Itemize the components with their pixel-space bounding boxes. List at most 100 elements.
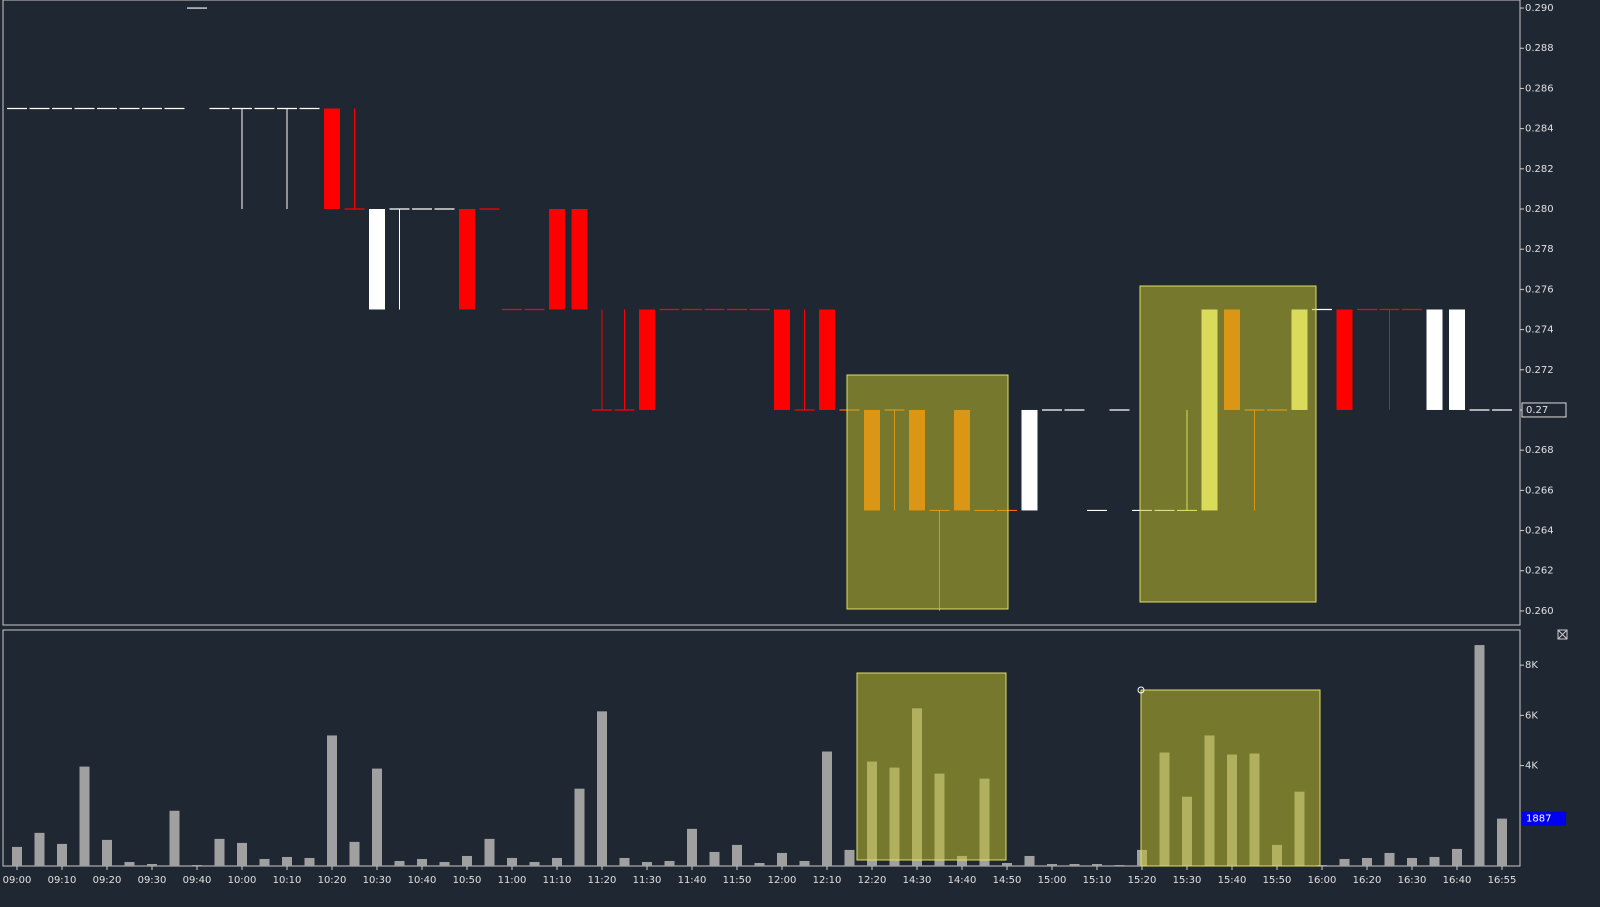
y-tick-label: 0.262 — [1525, 566, 1554, 577]
y-tick-label: 0.286 — [1525, 83, 1554, 94]
y-tick-label: 0.280 — [1525, 204, 1554, 215]
x-tick-label: 09:30 — [138, 875, 167, 886]
volume-bar — [34, 832, 45, 866]
candle-body — [324, 108, 340, 210]
volume-bar — [664, 860, 675, 866]
volume-bar — [1024, 855, 1035, 866]
volume-bar — [1092, 863, 1102, 866]
x-tick-label: 10:10 — [273, 875, 302, 886]
y-tick-label: 0.278 — [1525, 244, 1554, 255]
volume-bar — [552, 857, 562, 866]
y-tick-label: 0.284 — [1525, 124, 1554, 135]
highlight-box — [846, 374, 1009, 610]
y-tick-label: 6K — [1525, 710, 1538, 721]
volume-bar — [754, 862, 765, 866]
volume-bar — [124, 861, 135, 866]
volume-bar — [574, 788, 585, 866]
x-tick-label: 11:10 — [543, 875, 572, 886]
volume-bar — [12, 846, 22, 866]
volume-bar — [1069, 863, 1080, 866]
volume-bar — [799, 860, 810, 866]
volume-bar — [57, 843, 67, 866]
volume-bar — [282, 856, 292, 866]
volume-bar — [1339, 858, 1350, 866]
volume-bar — [417, 858, 427, 866]
x-tick-label: 10:30 — [363, 875, 392, 886]
y-tick-label: 0.274 — [1525, 325, 1554, 336]
volume-bar — [1114, 864, 1125, 866]
handle[interactable] — [1137, 686, 1145, 694]
volume-bar — [1047, 863, 1057, 866]
volume-bar — [1429, 856, 1440, 866]
y-tick-label: 0.282 — [1525, 164, 1554, 175]
y-tick-label: 0.266 — [1525, 485, 1554, 496]
last-price-tag — [1521, 402, 1567, 418]
volume-bar — [484, 838, 495, 866]
x-tick-label: 15:40 — [1218, 875, 1247, 886]
x-tick-label: 15:00 — [1038, 875, 1067, 886]
y-tick-label: 0.264 — [1525, 526, 1554, 537]
volume-bar — [1317, 864, 1327, 866]
close-icon[interactable] — [1557, 629, 1568, 640]
y-tick-label: 0.290 — [1525, 3, 1554, 14]
volume-bar — [1002, 862, 1012, 866]
volume-bar — [1384, 852, 1395, 866]
x-tick-label: 09:40 — [183, 875, 212, 886]
x-tick-label: 15:30 — [1173, 875, 1202, 886]
volume-bar — [642, 861, 652, 866]
last-price-label: 0.27 — [1526, 405, 1548, 416]
x-tick-label: 12:00 — [768, 875, 797, 886]
candle-body — [571, 209, 588, 310]
volume-bar — [844, 849, 855, 866]
x-tick-label: 10:50 — [453, 875, 482, 886]
volume-bar — [372, 768, 382, 866]
y-tick-label: 0.260 — [1525, 606, 1554, 617]
x-tick-label: 10:00 — [228, 875, 257, 886]
y-tick-label: 0.276 — [1525, 284, 1554, 295]
volume-bar — [102, 839, 112, 866]
highlight-boxes — [846, 285, 1321, 867]
volume-bar — [1474, 645, 1485, 866]
close-cross[interactable] — [1557, 629, 1568, 640]
volume-bar — [529, 861, 540, 866]
volume-bar — [214, 838, 225, 866]
x-tick-label: 12:20 — [858, 875, 887, 886]
volume-bar — [732, 844, 742, 866]
candle-body — [1021, 409, 1038, 511]
candle-body — [819, 309, 835, 410]
volume-bar — [777, 852, 787, 866]
x-tick-label: 15:50 — [1263, 875, 1292, 886]
candle-body — [549, 209, 565, 310]
volume-bar — [619, 857, 630, 866]
x-tick-label: 14:30 — [903, 875, 932, 886]
volume-bar — [237, 842, 247, 866]
x-tick-label: 09:10 — [48, 875, 77, 886]
volume-bar — [304, 857, 315, 866]
axes: 0.2900.2880.2860.2840.2820.2800.2780.276… — [3, 3, 1567, 886]
candle-body — [1426, 309, 1443, 410]
volume-bar — [79, 766, 90, 866]
y-tick-label: 8K — [1525, 660, 1538, 671]
volume-bar — [709, 851, 720, 866]
volume-bar — [507, 857, 517, 866]
x-tick-label: 16:40 — [1443, 875, 1472, 886]
x-tick-label: 09:00 — [3, 875, 32, 886]
volume-bar — [462, 855, 472, 866]
close-box[interactable] — [1557, 629, 1568, 640]
volume-bar — [147, 863, 157, 866]
volume-bar — [687, 828, 697, 866]
volume-bar — [957, 855, 967, 866]
x-tick-label: 16:30 — [1398, 875, 1427, 886]
volume-bar — [259, 858, 270, 866]
x-tick-label: 16:00 — [1308, 875, 1337, 886]
x-tick-label: 11:50 — [723, 875, 752, 886]
x-tick-label: 14:40 — [948, 875, 977, 886]
y-tick-label: 4K — [1525, 761, 1538, 772]
volume-bar — [439, 861, 450, 866]
x-tick-label: 09:20 — [93, 875, 122, 886]
volume-bar — [169, 810, 180, 866]
candle-body — [369, 209, 385, 310]
last-volume-tag — [1522, 811, 1566, 826]
highlight-box — [1139, 285, 1317, 603]
